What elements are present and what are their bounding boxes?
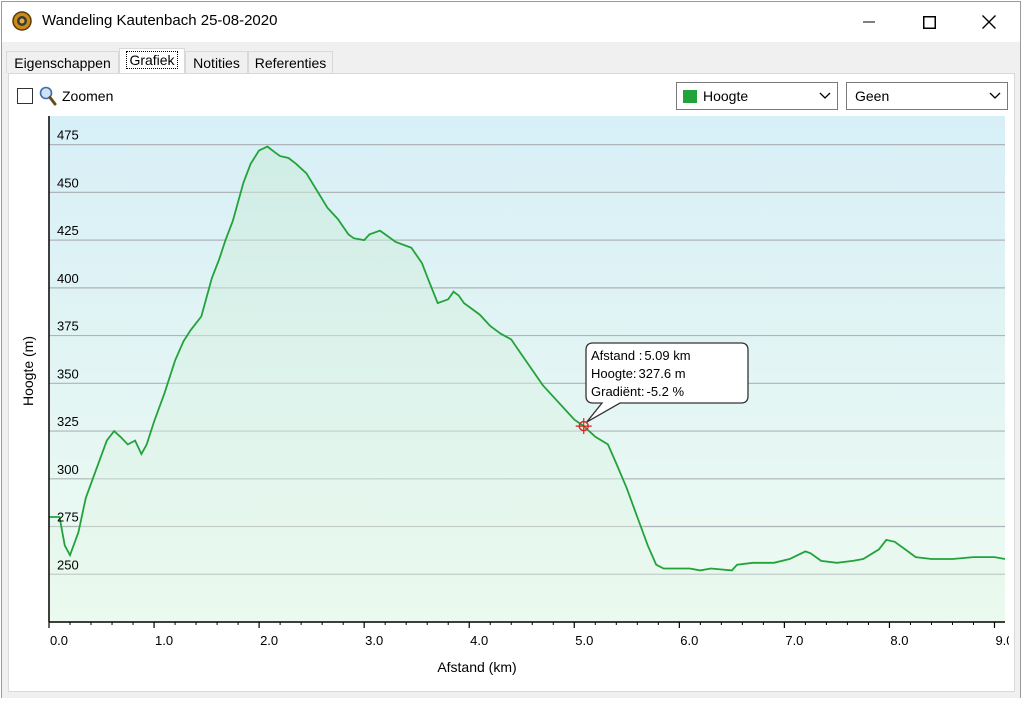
title-bar: Wandeling Kautenbach 25-08-2020: [2, 2, 1020, 42]
tab-label: Grafiek: [126, 51, 178, 69]
y-tick-label: 275: [57, 510, 79, 525]
graph-panel: Zoomen Hoogte Geen: [8, 73, 1015, 692]
y-tick-label: 300: [57, 462, 79, 477]
crosshair-marker-icon: [575, 418, 592, 435]
x-axis-label: Afstand (km): [437, 659, 516, 675]
x-tick-label: 8.0: [890, 633, 908, 648]
series-color-swatch: [683, 90, 697, 103]
x-tick-label: 6.0: [680, 633, 698, 648]
tab-eigenschappen[interactable]: Eigenschappen: [6, 51, 119, 73]
x-tick-label: 4.0: [470, 633, 488, 648]
tooltip-label: Hoogte:: [591, 366, 637, 381]
elevation-line: [49, 145, 1006, 572]
minimize-icon: [863, 21, 875, 23]
y-tick-label: 375: [57, 319, 79, 334]
magnifier-icon: [39, 86, 57, 106]
y-tick-label: 350: [57, 366, 79, 381]
secondary-select[interactable]: Geen: [846, 82, 1008, 110]
tooltip-label: Afstand :: [591, 348, 642, 363]
zoom-checkbox[interactable]: [17, 88, 33, 104]
tab-label: Notities: [193, 55, 240, 71]
x-tick-label: 1.0: [155, 633, 173, 648]
window-client-area: Eigenschappen Grafiek Notities Referenti…: [2, 42, 1020, 698]
data-tooltip: Afstand : 5.09 km Hoogte: 327.6 m Gradiënt…: [585, 342, 749, 423]
y-tick-label: 325: [57, 414, 79, 429]
minimize-button[interactable]: [846, 2, 892, 42]
series-select-value: Hoogte: [703, 88, 749, 104]
tooltip-value: 5.09 km: [644, 348, 690, 363]
app-logo-icon: [12, 11, 32, 31]
chevron-down-icon: [819, 92, 831, 99]
x-tick-label: 9.0: [995, 633, 1009, 648]
y-tick-label: 400: [57, 271, 79, 286]
x-tick-label: 5.0: [575, 633, 593, 648]
tooltip-value: 327.6 m: [639, 366, 686, 381]
zoom-label: Zoomen: [62, 88, 114, 104]
tooltip-label: Gradiënt:: [591, 384, 644, 399]
zoom-control: Zoomen: [17, 84, 113, 108]
chevron-down-icon: [989, 92, 1001, 99]
series-select[interactable]: Hoogte: [676, 82, 838, 110]
elevation-chart[interactable]: 0.0 1.0 2.0 3.0 4.0 5.0 6.0 7.0 8.0 9.0 250 275 300…: [17, 116, 1009, 689]
close-button[interactable]: [966, 2, 1012, 42]
tooltip-value: -5.2 %: [646, 384, 684, 399]
y-tick-label: 475: [57, 128, 79, 143]
x-tick-label: 3.0: [365, 633, 383, 648]
elevation-area: [49, 146, 1005, 622]
window-title: Wandeling Kautenbach 25-08-2020: [42, 12, 278, 29]
tab-notities[interactable]: Notities: [185, 51, 248, 73]
tab-label: Referenties: [254, 55, 327, 71]
y-tick-label: 250: [57, 557, 79, 572]
maximize-icon: [922, 15, 936, 29]
maximize-button[interactable]: [906, 2, 952, 42]
y-tick-label: 425: [57, 223, 79, 238]
x-axis-ticks: 0.0 1.0 2.0 3.0 4.0 5.0 6.0 7.0 8.0 9.0: [48, 622, 1009, 648]
y-tick-label: 450: [57, 175, 79, 190]
y-axis-label: Hoogte (m): [20, 336, 36, 406]
tooltip-box: [585, 342, 749, 423]
tab-referenties[interactable]: Referenties: [248, 51, 333, 73]
close-icon: [982, 15, 996, 29]
x-tick-label: 0.0: [50, 633, 68, 648]
tab-label: Eigenschappen: [14, 55, 111, 71]
x-tick-label: 7.0: [785, 633, 803, 648]
x-tick-label: 2.0: [260, 633, 278, 648]
tab-grafiek[interactable]: Grafiek: [119, 48, 185, 74]
secondary-select-value: Geen: [855, 88, 890, 104]
y-axis-ticks: 250 275 300 325 350 375 400 425 450 475: [57, 128, 79, 573]
